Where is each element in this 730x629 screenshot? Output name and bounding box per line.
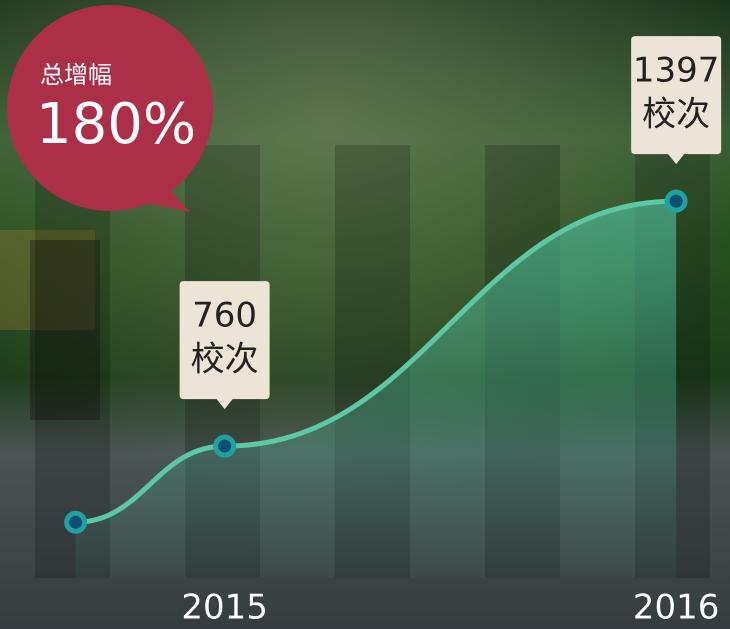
growth-value: 180%: [36, 92, 196, 157]
value-label: 760: [192, 296, 257, 336]
growth-bubble: 总增幅 180%: [7, 5, 213, 212]
point-marker: [667, 192, 685, 210]
point-marker: [67, 513, 85, 531]
point-marker: [216, 437, 234, 455]
x-tick-label: 2016: [633, 588, 720, 628]
growth-label: 总增幅: [40, 61, 112, 89]
x-tick-label: 2015: [181, 588, 268, 628]
chart: 20152016760校次1397校次 总增幅 180%: [0, 0, 730, 629]
point: [67, 513, 85, 531]
unit-label: 校次: [642, 95, 710, 135]
value-label: 1397: [633, 51, 720, 91]
unit-label: 校次: [191, 340, 259, 380]
